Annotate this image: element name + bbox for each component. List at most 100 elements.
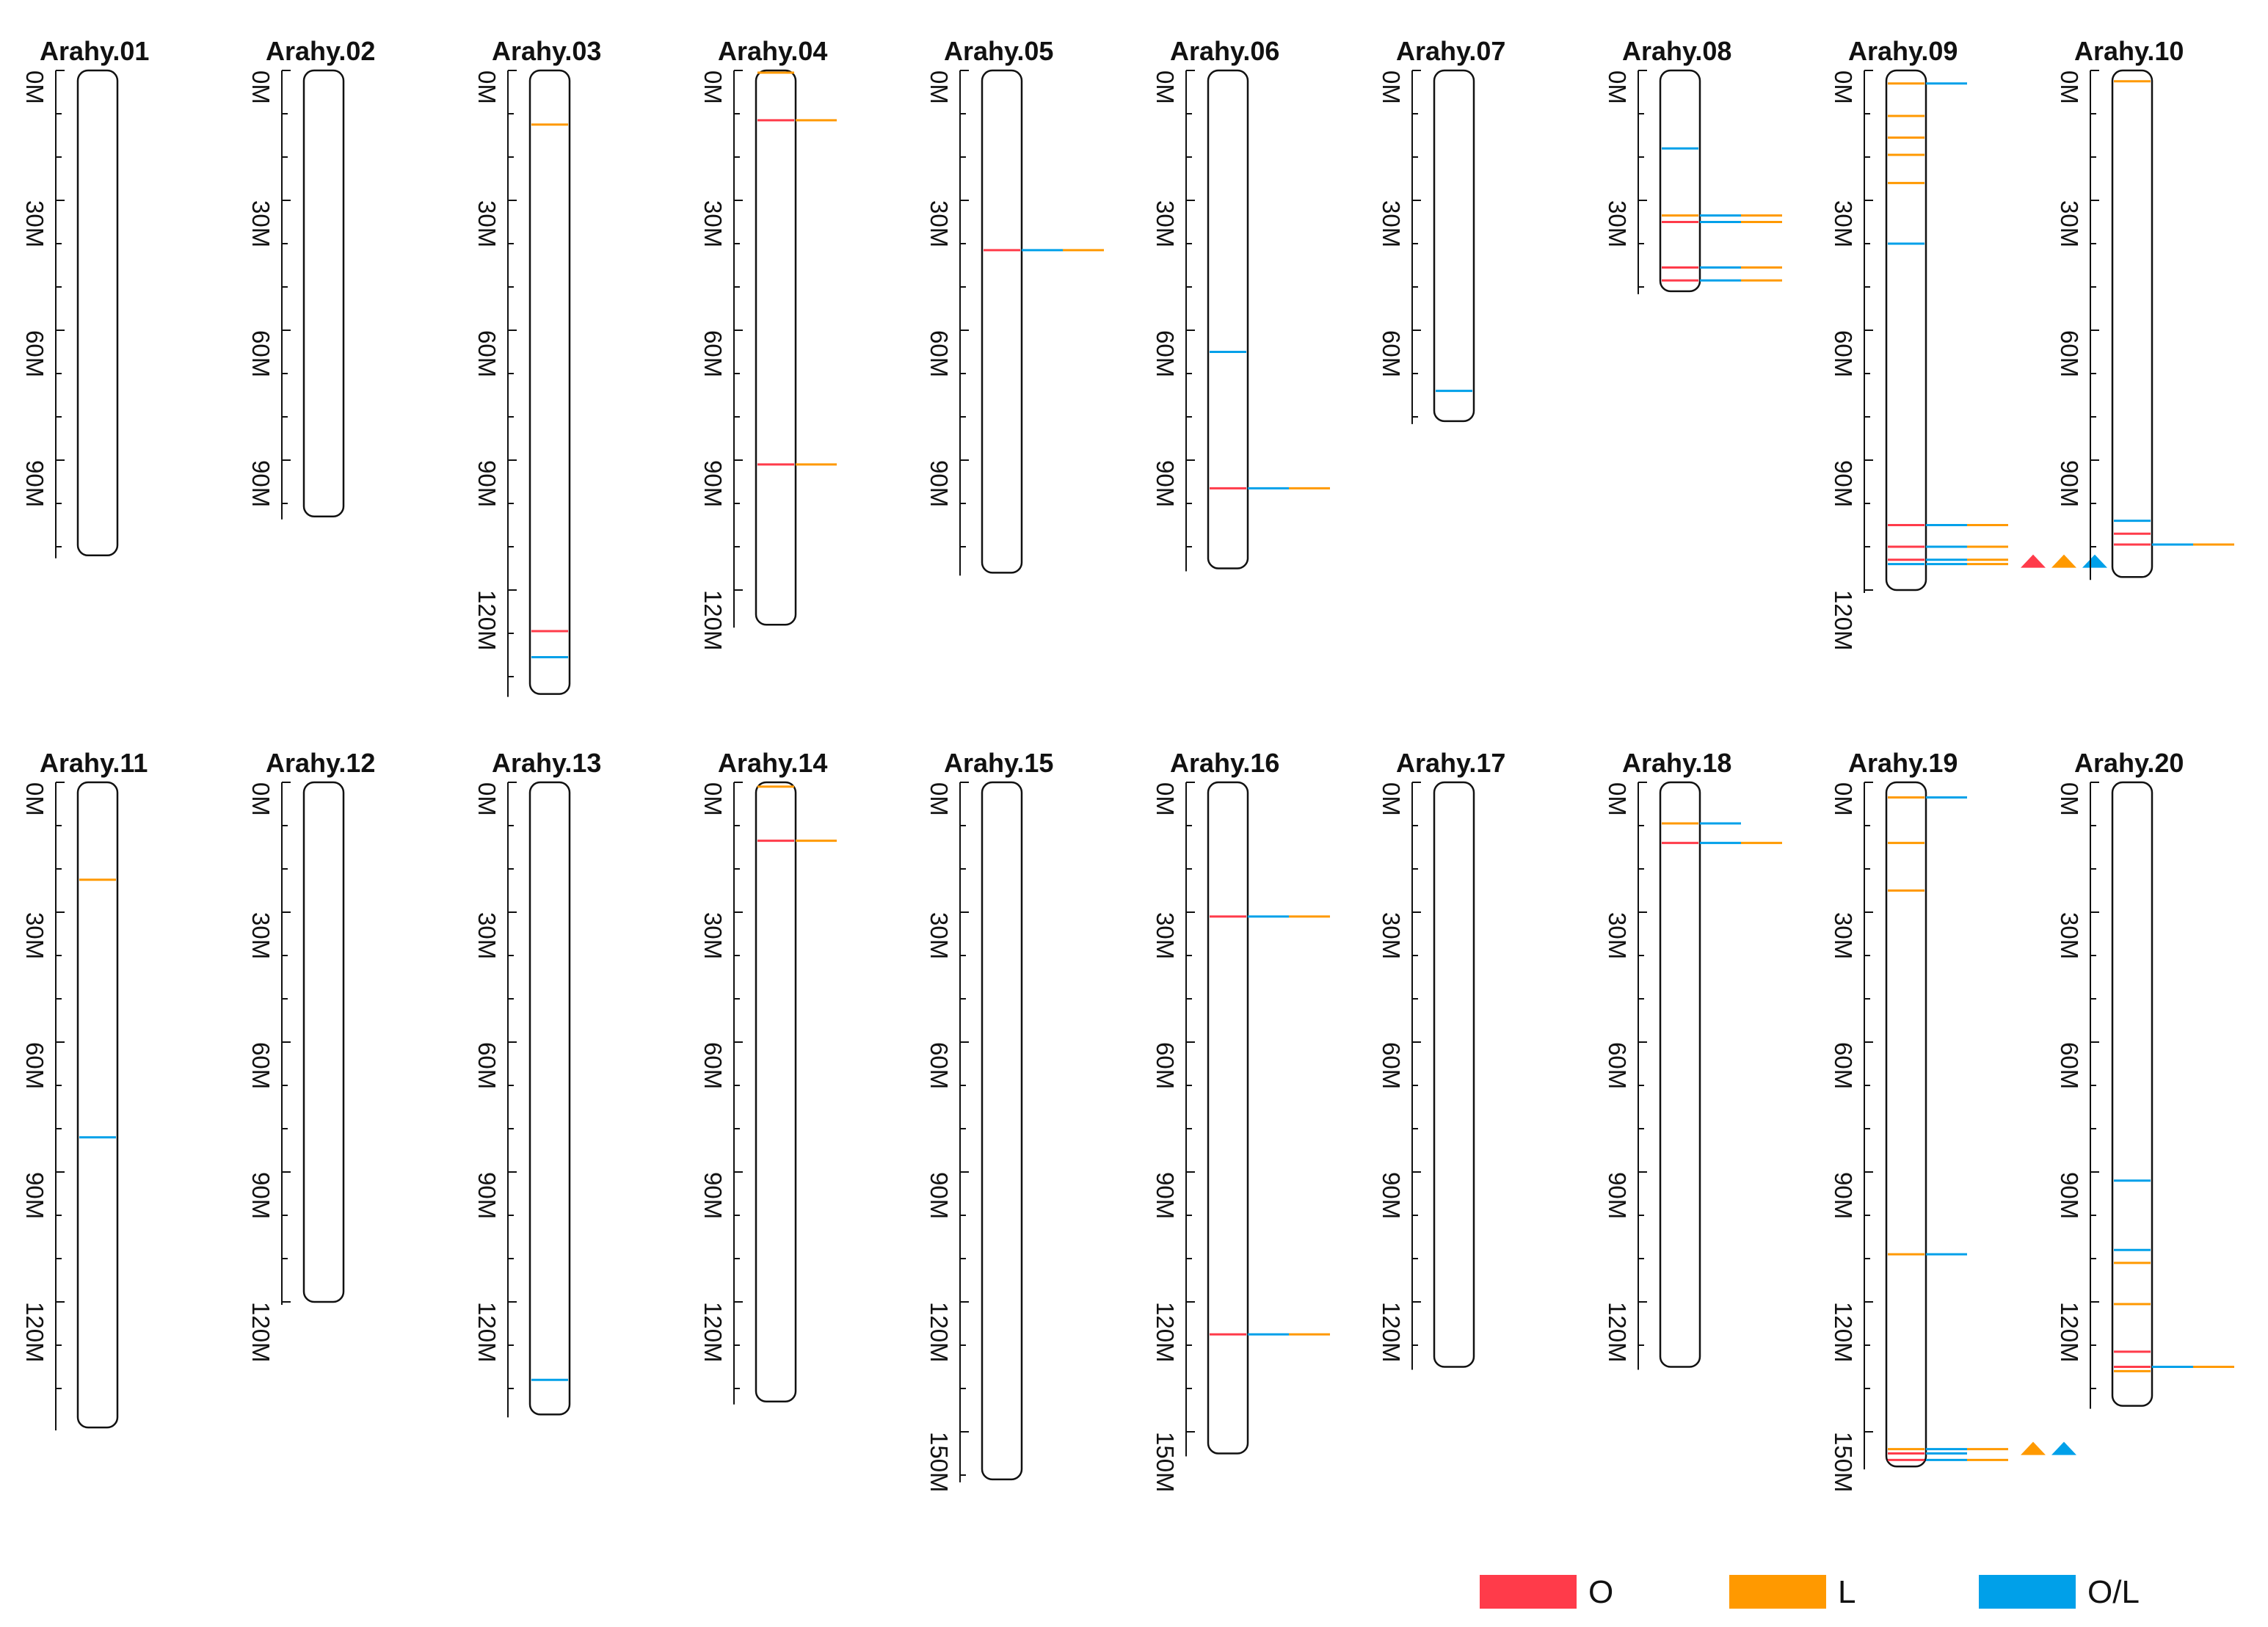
tick-label: 60M [1604,1042,1631,1089]
tick-label: 60M [473,330,501,377]
tick-label: 0M [699,70,727,104]
chromosome-title: Arahy.04 [718,36,827,66]
chromosome-bar [1433,69,1475,423]
arrow-marker-OL [2082,554,2107,568]
arrow-marker-OL [2051,1441,2076,1455]
chromosome-title: Arahy.12 [266,748,375,778]
arrow-marker-L [2051,554,2076,568]
chromosome-title: Arahy.15 [944,748,1053,778]
tick-label: 0M [2056,782,2083,816]
legend-label: O [1588,1574,1613,1610]
tick-label: 60M [21,330,48,377]
chromosome-layer: Arahy.010M30M60M90MArahy.020M30M60M90MAr… [21,36,2234,1493]
tick-label: 60M [926,1042,953,1089]
chromosome-bar [755,781,797,1402]
legend-item-OL: O/L [1979,1574,2140,1610]
tick-label: 30M [473,200,501,247]
tick-label: 120M [247,1302,275,1363]
chromosome-title: Arahy.19 [1848,748,1958,778]
tick-label: 0M [473,70,501,104]
chromosome-Arahy.13: Arahy.13 0M 30M 60M 90M 120M [473,748,601,1418]
chromosome-title: Arahy.07 [1396,36,1505,66]
tick-label: 60M [2056,1042,2083,1089]
legend-label: O/L [2087,1574,2140,1610]
tick-label: 30M [1152,912,1179,959]
tick-label: 60M [1378,1042,1405,1089]
chromosome-Arahy.01: Arahy.01 0M 30M 60M 90M [21,36,149,558]
tick-label: 30M [1604,912,1631,959]
tick-label: 90M [473,460,501,507]
tick-label: 90M [21,1172,48,1219]
tick-label: 90M [21,460,48,507]
chromosome-title: Arahy.08 [1622,36,1731,66]
chromosome-bar [755,69,797,626]
tick-label: 0M [1830,782,1857,816]
chromosome-bar [76,781,119,1429]
tick-label: 0M [1378,782,1405,816]
tick-label: 60M [1152,1042,1179,1089]
tick-label: 30M [473,912,501,959]
chromosome-bar [1207,69,1249,569]
tick-label: 60M [1830,1042,1857,1089]
tick-label: 0M [1604,70,1631,104]
chromosome-Arahy.06: Arahy.06 0M 30M 60M 90M [1152,36,1330,572]
tick-label: 60M [21,1042,48,1089]
tick-label: 90M [2056,460,2083,507]
tick-label: 30M [247,200,275,247]
chromosome-Arahy.18: Arahy.18 0M 30M 60M 90M 120M [1604,748,1782,1370]
chromosome-Arahy.12: Arahy.12 0M 30M 60M 90M 120M [247,748,375,1363]
chromosome-title: Arahy.06 [1170,36,1279,66]
tick-label: 30M [1830,200,1857,247]
chromosome-Arahy.15: Arahy.15 0M 30M 60M 90M 120M 150M [926,748,1053,1493]
tick-label: 90M [1378,1172,1405,1219]
tick-label: 150M [1830,1432,1857,1493]
chromosome-bar [1885,69,1927,592]
tick-label: 30M [699,912,727,959]
chromosome-Arahy.19: Arahy.19 0M 30M 60M 90M 120M 150M [1830,748,2076,1493]
legend-item-L: L [1729,1574,1856,1610]
chromosome-Arahy.10: Arahy.10 0M 30M 60M 90M [2056,36,2234,580]
tick-label: 120M [1604,1302,1631,1363]
tick-label: 30M [2056,912,2083,959]
tick-label: 0M [247,782,275,816]
tick-label: 60M [247,330,275,377]
tick-label: 0M [1378,70,1405,104]
tick-label: 30M [926,912,953,959]
tick-label: 90M [2056,1172,2083,1219]
chromosome-title: Arahy.14 [718,748,827,778]
tick-label: 60M [699,1042,727,1089]
legend: O L O/L [1480,1574,2140,1610]
tick-label: 120M [473,1302,501,1363]
tick-label: 30M [21,200,48,247]
tick-label: 90M [699,460,727,507]
tick-label: 90M [926,460,953,507]
tick-label: 120M [926,1302,953,1363]
tick-label: 30M [247,912,275,959]
chromosome-title: Arahy.18 [1622,748,1731,778]
legend-item-O: O [1480,1574,1613,1610]
tick-label: 90M [473,1172,501,1219]
tick-label: 30M [699,200,727,247]
chromosome-Arahy.03: Arahy.03 0M 30M 60M 90M 120M [473,36,601,697]
tick-label: 30M [1152,200,1179,247]
tick-label: 120M [1152,1302,1179,1363]
tick-label: 30M [1378,200,1405,247]
chromosome-bar [302,69,345,517]
chromosome-Arahy.11: Arahy.11 0M 30M 60M 90M 120M [21,748,148,1431]
chromosome-bar [1207,781,1249,1455]
tick-label: 0M [926,70,953,104]
chromosome-bar [1885,781,1927,1468]
tick-label: 0M [699,782,727,816]
tick-label: 0M [1152,782,1179,816]
tick-label: 120M [1378,1302,1405,1363]
chromosome-bar [981,69,1023,574]
chromosome-Arahy.14: Arahy.14 0M 30M 60M 90M 120M [699,748,837,1405]
tick-label: 0M [926,782,953,816]
chromosome-bar [76,69,119,557]
chromosome-bar [528,781,571,1416]
chromosome-title: Arahy.17 [1396,748,1505,778]
tick-label: 60M [1830,330,1857,377]
tick-label: 90M [1152,1172,1179,1219]
chromosome-Arahy.08: Arahy.08 0M 30M [1604,36,1782,294]
